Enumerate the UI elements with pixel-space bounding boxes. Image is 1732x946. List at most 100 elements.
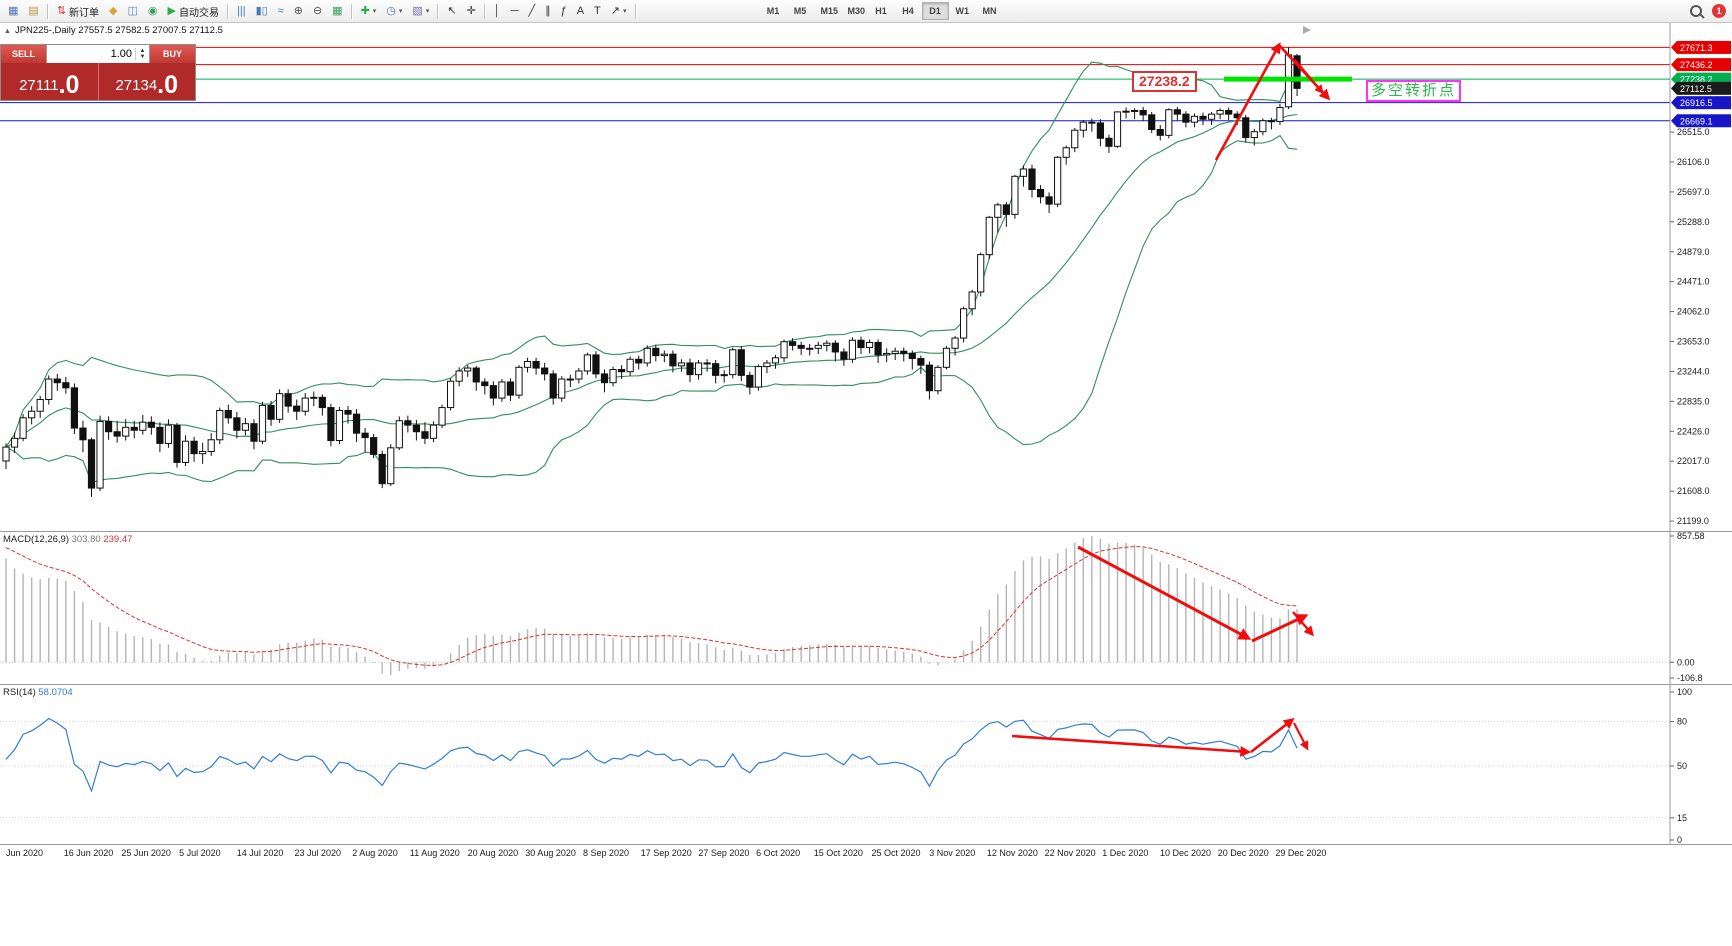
new-chart-button[interactable]: ▦ xyxy=(3,1,23,21)
sell-price-int: 27111 xyxy=(19,77,59,94)
arrows-tool-icon: ↗ xyxy=(610,4,620,17)
candle xyxy=(352,413,361,434)
candle xyxy=(1182,113,1190,123)
one-click-collapse-icon[interactable]: ▲ xyxy=(4,28,11,35)
candle xyxy=(284,393,292,407)
timeframe-mn-button[interactable]: MN xyxy=(976,2,1003,20)
timeframe-m15-button[interactable]: M15 xyxy=(814,2,841,20)
cursor-button[interactable]: ↖ xyxy=(442,1,461,21)
volume-up-icon[interactable]: ▲ xyxy=(139,48,146,54)
candle xyxy=(865,341,874,349)
crosshair-button[interactable]: ✛ xyxy=(462,1,481,21)
trend-arrow[interactable] xyxy=(1294,59,1324,95)
main-chart-panel xyxy=(0,46,1670,497)
rsi-panel xyxy=(0,717,1670,819)
annotation-note[interactable]: 多空转折点 xyxy=(1366,80,1462,102)
timeframe-w1-button[interactable]: W1 xyxy=(949,2,976,20)
tile-windows-button[interactable]: ▦ xyxy=(327,1,347,21)
candle xyxy=(1071,129,1079,149)
notifications-badge[interactable]: 1 xyxy=(1712,4,1726,18)
candle xyxy=(233,417,241,431)
trend-arrow[interactable] xyxy=(1292,611,1314,637)
periods-button[interactable]: ◷ ▾ xyxy=(381,1,407,21)
horizontal-line-button[interactable]: ─ xyxy=(506,1,524,21)
volume-down-icon[interactable]: ▼ xyxy=(139,54,146,60)
bollinger-lower-band xyxy=(5,134,1298,484)
svg-text:27238.2: 27238.2 xyxy=(1680,75,1713,85)
volume-input[interactable] xyxy=(47,48,135,60)
equidistant-channel-button[interactable]: ∥ xyxy=(540,1,556,21)
candle xyxy=(1156,128,1164,136)
trend-arrow[interactable] xyxy=(1077,545,1252,640)
sell-button[interactable]: SELL xyxy=(1,45,46,63)
timeframe-h1-button[interactable]: H1 xyxy=(868,2,895,20)
candle xyxy=(789,341,797,346)
bar-chart-mode-button[interactable]: ||| xyxy=(232,1,251,21)
trend-arrow[interactable] xyxy=(1011,734,1252,757)
sell-price[interactable]: 27111.0 xyxy=(1,63,99,100)
trend-arrow[interactable] xyxy=(1214,42,1281,161)
vertical-line-icon: │ xyxy=(493,4,501,17)
indicators-button[interactable]: ✚ ▾ xyxy=(356,1,382,21)
rsi-axis-tick: 100 xyxy=(1677,687,1692,697)
candle xyxy=(250,423,258,442)
profiles-button[interactable]: ▤ xyxy=(23,1,43,21)
chart-list-button[interactable]: ◆ xyxy=(104,1,122,21)
timeframe-d1-button[interactable]: D1 xyxy=(921,2,949,20)
scroll-marker-icon xyxy=(1303,26,1311,34)
buy-button[interactable]: BUY xyxy=(150,45,195,63)
trendline-button[interactable]: ╱ xyxy=(523,1,540,21)
candle xyxy=(1113,111,1122,147)
trend-arrow[interactable] xyxy=(1293,722,1309,751)
candle xyxy=(2,446,10,462)
search-button[interactable] xyxy=(1688,3,1704,19)
date-axis-label: 1 Dec 2020 xyxy=(1102,848,1148,858)
vertical-line-button[interactable]: │ xyxy=(489,1,506,21)
timeframe-h4-button[interactable]: H4 xyxy=(895,2,922,20)
candle xyxy=(737,349,745,376)
candle xyxy=(489,385,497,399)
candle xyxy=(977,254,985,293)
candle xyxy=(1131,109,1139,112)
price-callout-label[interactable]: 27238.2 xyxy=(1132,71,1197,92)
chart-title-text: JPN225-,Daily 27557.5 27582.5 27007.5 27… xyxy=(14,25,223,36)
arrows-tool-button[interactable]: ↗ ▾ xyxy=(606,1,632,21)
timeframe-m1-button[interactable]: M1 xyxy=(760,2,787,20)
candle xyxy=(318,396,326,409)
candle xyxy=(806,347,814,350)
timeframe-m5-button[interactable]: M5 xyxy=(787,2,814,20)
timeframe-m30-button[interactable]: M30 xyxy=(841,2,868,20)
price-level-label: 27671.3 xyxy=(1671,40,1731,54)
new-order-button[interactable]: ⇅ 新订单 xyxy=(52,1,104,21)
candle xyxy=(79,427,87,441)
sell-price-frac: .0 xyxy=(58,71,80,99)
candle xyxy=(1019,168,1028,177)
templates-button[interactable]: ▧ ▾ xyxy=(407,1,434,21)
buy-price[interactable]: 27134.0 xyxy=(99,63,196,100)
price-level-label: 26669.1 xyxy=(1671,114,1731,128)
strategy-tester-button[interactable]: ◉ xyxy=(143,1,163,21)
line-chart-mode-button[interactable]: ≈ xyxy=(273,1,289,21)
toolbar-separator xyxy=(634,3,637,19)
candle xyxy=(1054,156,1062,205)
candle-chart-mode-button[interactable]: ▮▯ xyxy=(251,1,273,21)
data-window-button[interactable]: ◫ xyxy=(123,1,143,21)
price-axis-tick: 22426.0 xyxy=(1677,426,1710,436)
candle xyxy=(335,409,344,442)
candle xyxy=(874,341,882,356)
zoom-out-button[interactable]: ⊖ xyxy=(308,1,327,21)
auto-trading-button[interactable]: ▶ 自动交易 xyxy=(163,1,224,21)
trend-arrow[interactable] xyxy=(1250,717,1295,754)
fibonacci-button[interactable]: ƒ xyxy=(556,1,572,21)
text-button[interactable]: A xyxy=(572,1,589,21)
date-axis-label: 10 Dec 2020 xyxy=(1160,848,1211,858)
candle xyxy=(566,378,574,381)
indicators-icon: ✚ xyxy=(360,4,370,17)
candle xyxy=(523,360,532,368)
trade-panel-controls: SELL ▲ ▼ BUY xyxy=(1,45,195,63)
zoom-in-button[interactable]: ⊕ xyxy=(289,1,308,21)
candle xyxy=(746,374,754,388)
trend-arrow[interactable] xyxy=(1251,614,1309,643)
text-label-button[interactable]: T xyxy=(589,1,606,21)
text-label-icon: T xyxy=(594,4,601,17)
